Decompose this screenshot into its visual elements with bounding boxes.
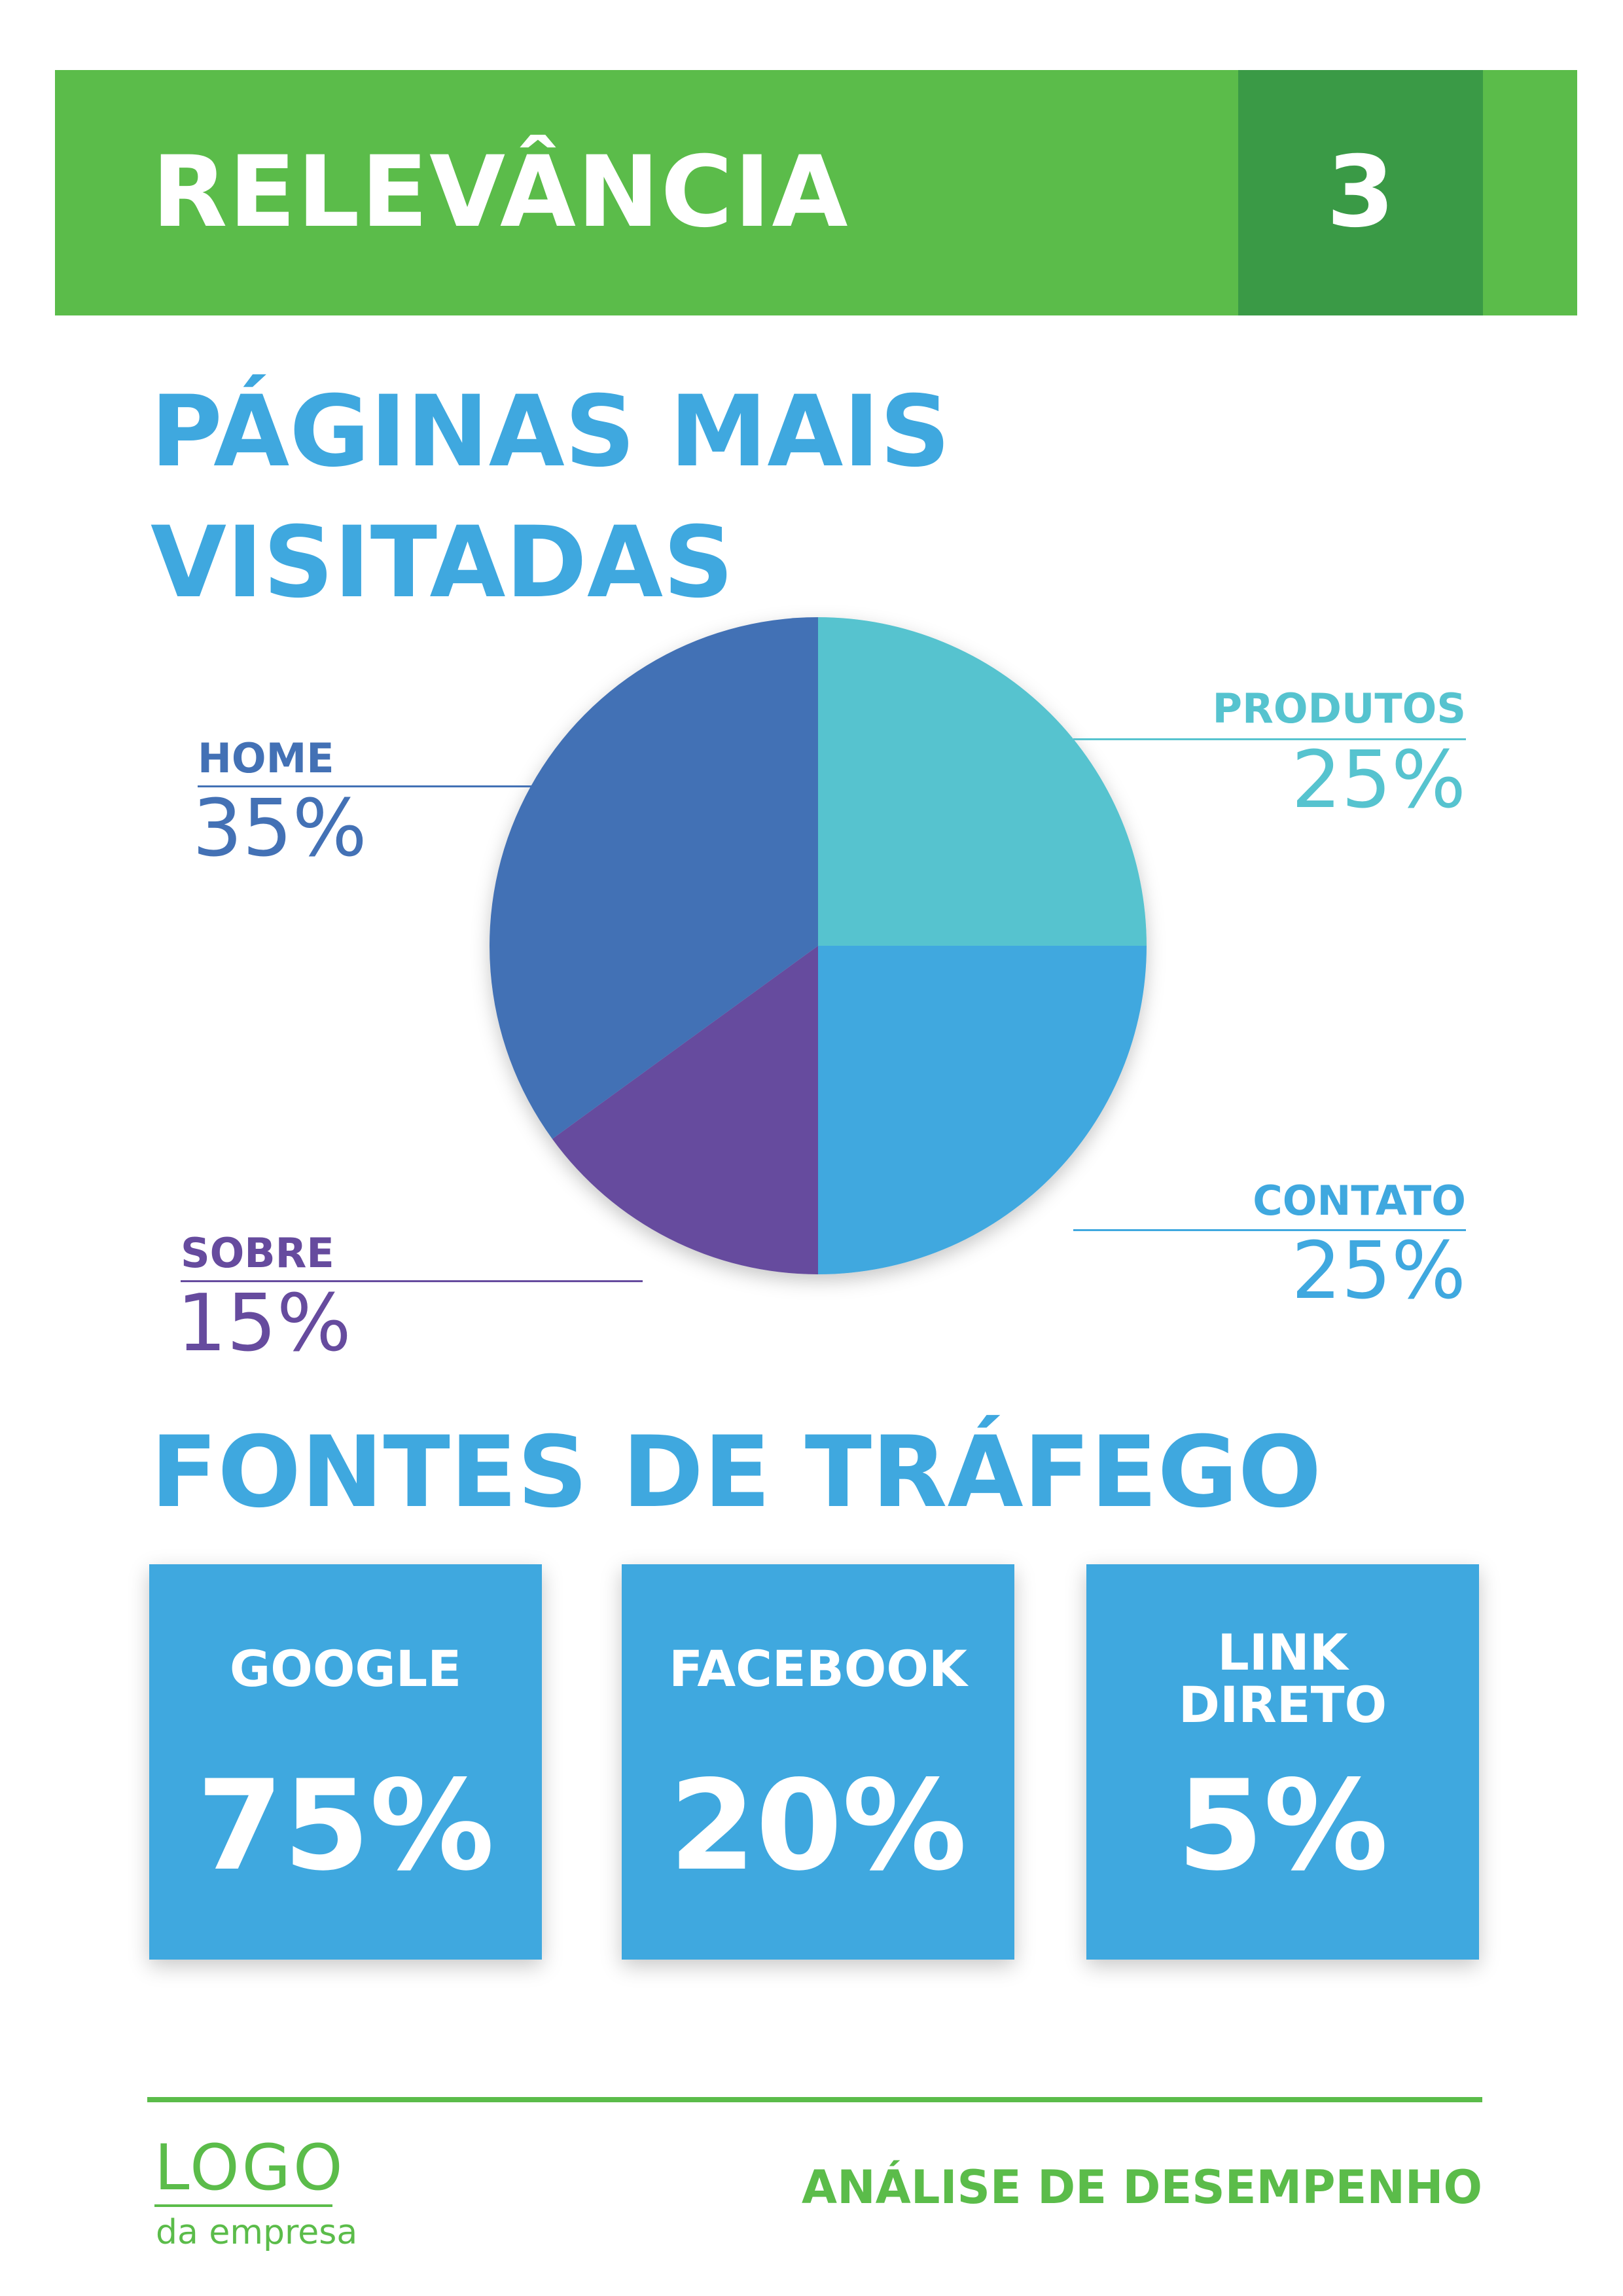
header-banner: RELEVÂNCIA 3	[55, 70, 1577, 315]
slice-value-produtos: 25%	[1291, 735, 1466, 826]
slice-leader-contato	[1073, 1229, 1466, 1231]
pie-slice-home	[490, 617, 818, 1139]
slice-leader-sobre	[181, 1280, 643, 1282]
traffic-card-label-line2: DIRETO	[1178, 1676, 1387, 1734]
logo-divider	[154, 2204, 332, 2207]
slice-value-sobre: 15%	[177, 1278, 351, 1369]
traffic-card-link-direto: LINK DIRETO 5%	[1086, 1564, 1479, 1960]
slice-label-produtos: PRODUTOS	[1212, 685, 1466, 732]
page-title: RELEVÂNCIA	[152, 135, 849, 249]
slice-leader-home	[198, 785, 539, 787]
traffic-card-facebook: FACEBOOK 20%	[622, 1564, 1014, 1960]
pages-section-title-line2: VISITADAS	[151, 506, 734, 620]
pie-chart	[490, 617, 1147, 1274]
company-logo-subtext: da empresa	[156, 2213, 358, 2252]
slice-label-contato: CONTATO	[1253, 1177, 1466, 1225]
footer-tagline: ANÁLISE DE DESEMPENHO	[801, 2161, 1482, 2214]
footer-divider	[147, 2097, 1482, 2102]
traffic-card-value: 5%	[1177, 1753, 1389, 1898]
slice-value-contato: 25%	[1291, 1226, 1466, 1317]
pie-slice-produtos	[818, 617, 1147, 946]
pages-section-title-line1: PÁGINAS MAIS	[151, 375, 951, 489]
pie-chart-area: PRODUTOS 25% CONTATO 25% SOBRE 15% HOME …	[0, 617, 1623, 1388]
traffic-card-label: GOOGLE	[229, 1640, 462, 1698]
pie-slice-sobre	[552, 946, 818, 1274]
slice-label-home: HOME	[198, 734, 334, 782]
pie-slice-contato	[818, 946, 1147, 1274]
traffic-card-label: FACEBOOK	[669, 1640, 967, 1698]
traffic-card-label: LINK	[1217, 1623, 1348, 1681]
page-number: 3	[1326, 135, 1395, 249]
company-logo: LOGO	[154, 2131, 346, 2204]
traffic-card-value: 75%	[196, 1753, 495, 1898]
slice-label-sobre: SOBRE	[181, 1229, 334, 1277]
traffic-card-value: 20%	[669, 1753, 967, 1898]
page-number-box: 3	[1238, 70, 1483, 315]
traffic-section-title: FONTES DE TRÁFEGO	[151, 1416, 1322, 1530]
pie-slices	[490, 617, 1147, 1274]
slice-value-home: 35%	[192, 783, 367, 874]
slice-leader-produtos	[1073, 738, 1466, 740]
traffic-card-google: GOOGLE 75%	[149, 1564, 542, 1960]
